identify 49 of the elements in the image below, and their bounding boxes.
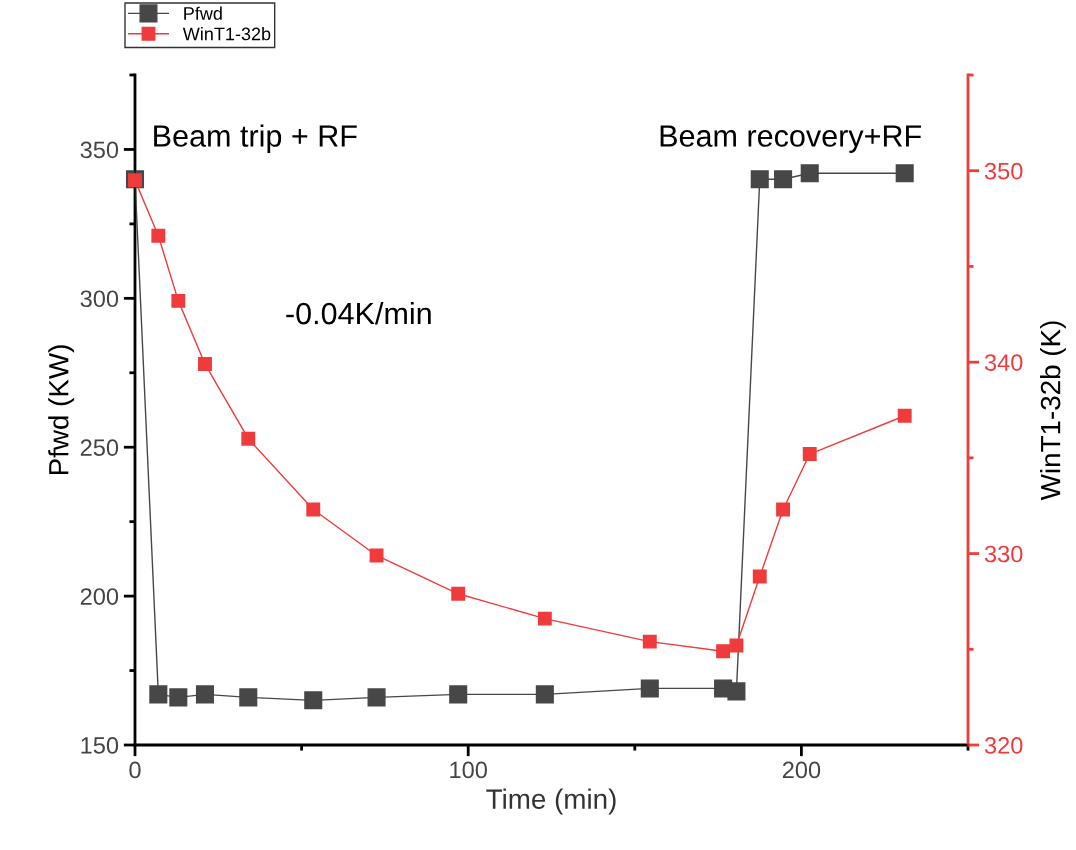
annotation: Beam trip + RF: [154, 124, 357, 153]
y-tick-label: 350: [80, 141, 119, 159]
point: [151, 228, 166, 243]
point: [169, 688, 188, 707]
point: [198, 357, 212, 372]
point: [241, 431, 256, 446]
y-tick-label: 150: [81, 737, 119, 754]
point: [149, 685, 168, 704]
legend-label: WinT1-32b: [182, 27, 271, 41]
point: [535, 685, 554, 704]
point: [897, 408, 912, 423]
x-tick-label: 100: [450, 761, 487, 779]
point: [640, 679, 659, 698]
point: [750, 170, 769, 189]
y2-tick-label: 340: [984, 354, 1023, 371]
point: [774, 170, 793, 189]
y2-tick-label: 320: [984, 737, 1023, 754]
annotation: -0.04K/min: [286, 301, 431, 325]
x-axis-title: Time (min): [486, 788, 616, 815]
point: [537, 611, 552, 626]
annotation: Beam recovery+RF: [660, 125, 921, 153]
y-tick-label: 200: [80, 588, 119, 605]
x-tick-label: 200: [782, 761, 821, 779]
point: [306, 502, 321, 517]
y2-axis-title: WinT1-32b (K): [1040, 321, 1066, 501]
point: [716, 644, 731, 659]
point: [369, 548, 384, 563]
point: [729, 638, 744, 653]
y-axis-title: Pfwd (KW): [48, 345, 75, 475]
y2-tick-label: 350: [984, 162, 1023, 180]
point: [367, 688, 386, 707]
legend-label: Pfwd: [184, 6, 222, 20]
point: [239, 688, 258, 707]
y-tick-label: 300: [80, 290, 119, 308]
point: [895, 164, 914, 183]
point: [171, 293, 186, 308]
x-tick-label: 0: [129, 761, 141, 779]
point: [195, 685, 215, 704]
point: [800, 164, 819, 183]
y-tick-label: 250: [80, 439, 119, 457]
point: [802, 447, 817, 461]
point: [752, 569, 767, 584]
point: [304, 691, 323, 710]
point: [776, 502, 791, 517]
point: [727, 682, 746, 701]
point: [642, 634, 657, 649]
y2-tick-label: 330: [984, 545, 1023, 563]
point: [451, 586, 466, 601]
point: [449, 685, 468, 704]
